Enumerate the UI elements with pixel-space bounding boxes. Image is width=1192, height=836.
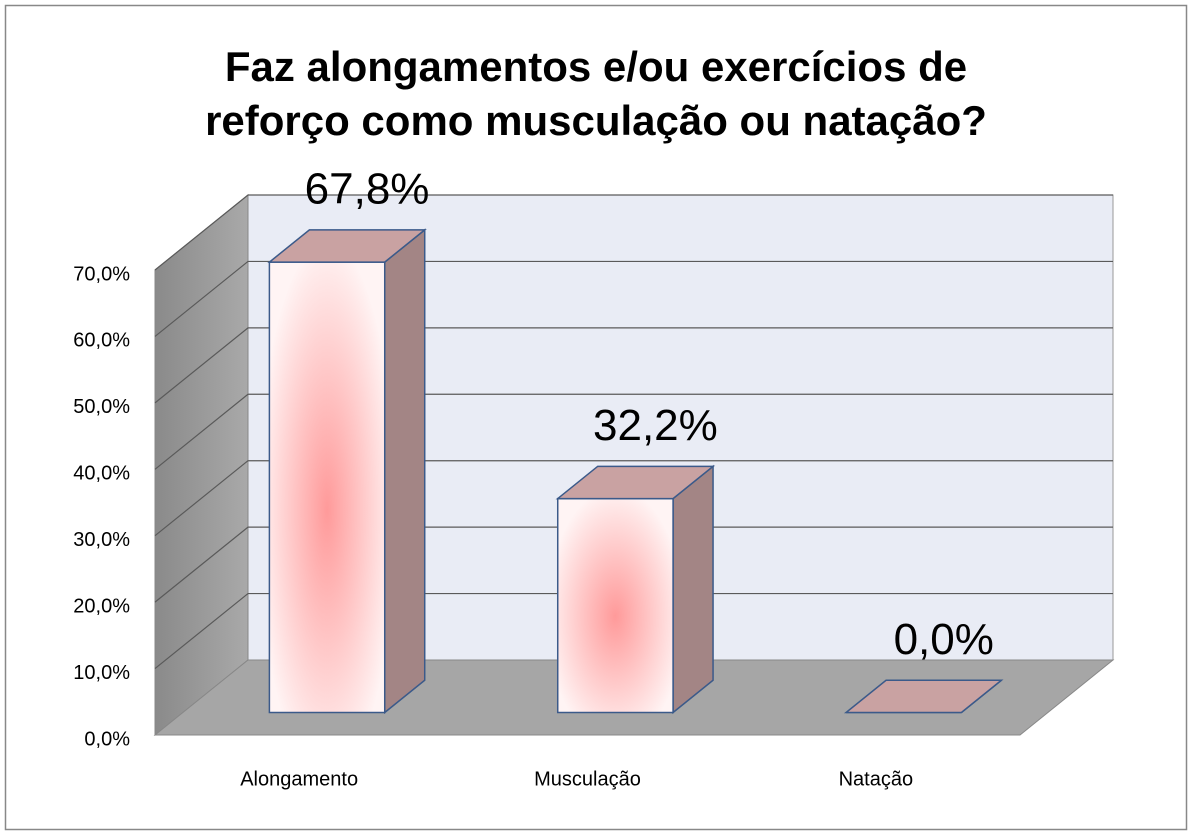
bar — [267, 228, 427, 715]
y-tick-label: 40,0% — [73, 463, 130, 485]
grid-line — [154, 194, 1113, 271]
bar-front — [268, 261, 386, 714]
chart-title: reforço como musculação ou natação? — [205, 97, 987, 144]
y-tick-label: 50,0% — [73, 396, 130, 418]
y-tick-label: 0,0% — [84, 728, 130, 750]
grid-line — [154, 393, 1113, 470]
grid-line — [154, 526, 1113, 603]
data-label: 32,2% — [593, 401, 718, 450]
bar-side — [672, 464, 714, 715]
bar-side — [383, 228, 426, 715]
y-tick-label: 20,0% — [73, 595, 130, 617]
data-label: 0,0% — [894, 615, 994, 664]
bar-top — [555, 465, 716, 500]
side-wall — [154, 193, 249, 737]
y-tick-label: 70,0% — [73, 263, 130, 285]
x-tick-label: Alongamento — [240, 768, 358, 790]
grid-line — [154, 592, 1113, 670]
bar-front — [556, 497, 674, 714]
x-tick-label: Natação — [839, 768, 914, 790]
chart-title: Faz alongamentos e/ou exercícios de — [225, 43, 967, 90]
x-tick-label: Musculação — [534, 768, 641, 790]
grid-line — [154, 460, 1113, 537]
data-label: 67,8% — [305, 164, 430, 213]
y-tick-label: 10,0% — [73, 662, 130, 684]
bar-top — [843, 679, 1004, 714]
grid-line — [154, 260, 1113, 337]
grid-line — [154, 327, 1113, 404]
y-tick-label: 30,0% — [73, 529, 130, 551]
bar — [555, 464, 716, 715]
bar-top — [267, 229, 427, 263]
bar — [843, 679, 1004, 714]
y-tick-label: 60,0% — [73, 330, 130, 352]
